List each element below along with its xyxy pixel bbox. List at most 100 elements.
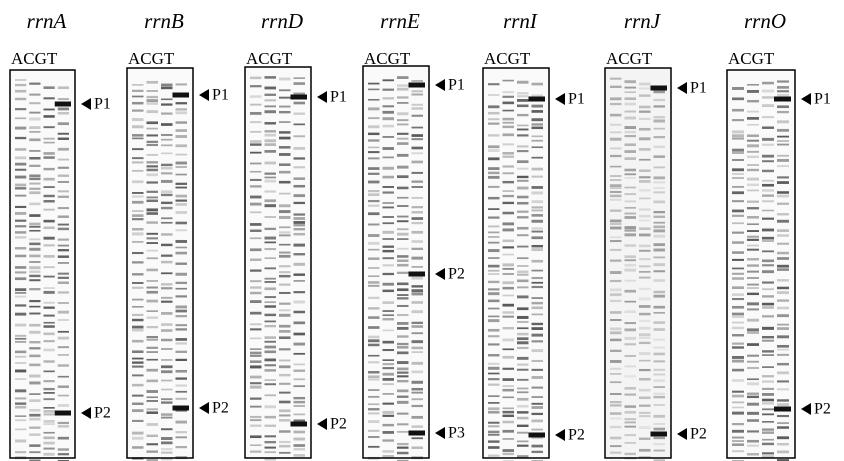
- band: [762, 169, 774, 173]
- band: [29, 312, 41, 315]
- band: [397, 84, 409, 87]
- band: [502, 143, 514, 146]
- primer-band: [774, 96, 791, 102]
- band: [382, 147, 394, 150]
- band: [132, 148, 144, 151]
- band: [488, 421, 500, 424]
- band: [29, 354, 41, 358]
- band: [411, 90, 423, 93]
- band: [747, 382, 759, 386]
- band: [531, 219, 543, 223]
- band: [57, 385, 69, 388]
- band: [502, 355, 514, 359]
- band: [132, 125, 144, 129]
- band: [368, 125, 380, 129]
- band: [264, 99, 276, 102]
- band: [146, 232, 158, 235]
- gel-frame: [482, 67, 550, 459]
- band: [762, 428, 774, 431]
- band: [146, 450, 158, 453]
- band: [624, 130, 636, 134]
- band: [762, 189, 774, 192]
- band: [732, 130, 744, 134]
- band: [531, 281, 543, 284]
- band: [747, 411, 759, 415]
- band: [531, 402, 543, 405]
- band: [43, 301, 55, 304]
- band: [502, 267, 514, 270]
- primer-band: [172, 92, 189, 98]
- band: [279, 302, 291, 305]
- band: [279, 444, 291, 448]
- band: [517, 167, 529, 170]
- band: [777, 348, 789, 351]
- band: [653, 459, 665, 461]
- band: [531, 227, 543, 230]
- band: [732, 209, 744, 213]
- band: [175, 246, 187, 249]
- band: [29, 399, 41, 402]
- band: [653, 200, 665, 204]
- band: [175, 111, 187, 115]
- band: [15, 415, 27, 417]
- band: [531, 200, 543, 204]
- band: [747, 117, 759, 120]
- band: [250, 151, 262, 154]
- band: [502, 246, 514, 249]
- band: [29, 191, 41, 195]
- marker-label: P2: [330, 416, 347, 433]
- band: [488, 111, 500, 115]
- band: [488, 264, 500, 268]
- band: [397, 351, 409, 355]
- band: [411, 289, 423, 293]
- band: [639, 305, 651, 308]
- band: [762, 421, 774, 423]
- primer-band: [408, 430, 425, 436]
- band: [43, 436, 55, 440]
- band: [161, 112, 173, 115]
- band: [29, 417, 41, 421]
- band: [732, 356, 744, 359]
- band: [175, 210, 187, 214]
- band: [15, 439, 27, 443]
- marker-arrow: [435, 79, 445, 91]
- band: [175, 83, 187, 86]
- band: [43, 208, 55, 211]
- band: [411, 186, 423, 188]
- band: [531, 359, 543, 362]
- band: [161, 441, 173, 445]
- band: [250, 269, 262, 272]
- band: [132, 192, 144, 194]
- band: [762, 259, 774, 263]
- band: [777, 165, 789, 168]
- band: [531, 322, 543, 326]
- band: [293, 273, 305, 276]
- band: [368, 117, 380, 120]
- band: [610, 404, 622, 407]
- band: [411, 398, 423, 401]
- marker-arrow: [317, 91, 327, 103]
- band: [264, 458, 276, 461]
- marker-label: P2: [814, 401, 831, 418]
- band: [29, 426, 41, 429]
- band: [397, 255, 409, 258]
- band: [488, 269, 500, 272]
- band: [43, 290, 55, 294]
- band: [293, 444, 305, 447]
- band: [488, 280, 500, 284]
- band: [279, 192, 291, 195]
- band: [382, 439, 394, 442]
- band: [502, 133, 514, 137]
- band: [777, 264, 789, 268]
- band: [161, 359, 173, 361]
- band: [624, 110, 636, 113]
- band: [762, 366, 774, 368]
- band: [762, 302, 774, 306]
- band: [264, 227, 276, 231]
- band: [488, 319, 500, 323]
- band: [57, 174, 69, 177]
- band: [132, 325, 144, 329]
- band: [777, 257, 789, 260]
- band: [29, 138, 41, 142]
- band: [43, 167, 55, 171]
